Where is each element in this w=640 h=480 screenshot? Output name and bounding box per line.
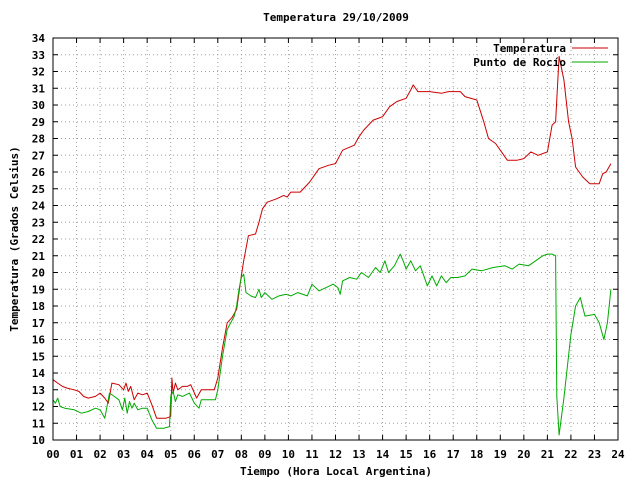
y-tick-label: 17 bbox=[32, 317, 45, 330]
x-tick-label: 17 bbox=[447, 448, 460, 461]
x-tick-label: 00 bbox=[46, 448, 59, 461]
x-tick-label: 11 bbox=[305, 448, 319, 461]
x-tick-label: 05 bbox=[164, 448, 177, 461]
x-tick-label: 06 bbox=[188, 448, 202, 461]
x-tick-label: 20 bbox=[517, 448, 530, 461]
y-tick-label: 19 bbox=[32, 283, 45, 296]
y-tick-label: 26 bbox=[32, 166, 46, 179]
x-tick-label: 02 bbox=[93, 448, 106, 461]
y-tick-label: 16 bbox=[32, 334, 46, 347]
x-axis-label: Tiempo (Hora Local Argentina) bbox=[240, 465, 432, 478]
y-tick-label: 33 bbox=[32, 49, 45, 62]
legend-label-punto-de-rocio: Punto de Rocío bbox=[473, 56, 566, 69]
y-tick-label: 34 bbox=[32, 32, 46, 45]
x-tick-label: 23 bbox=[588, 448, 601, 461]
legend-label-temperatura: Temperatura bbox=[493, 42, 566, 55]
x-tick-label: 13 bbox=[352, 448, 365, 461]
x-tick-label: 01 bbox=[70, 448, 84, 461]
x-tick-label: 19 bbox=[494, 448, 507, 461]
y-axis-label: Temperatura (Grados Celsius) bbox=[8, 146, 21, 331]
x-tick-label: 15 bbox=[400, 448, 413, 461]
y-tick-label: 15 bbox=[32, 350, 45, 363]
axis-ticks: 00 01 02 03 04 05 06 07 08 09 10 11 12 13 14 15 16 17 18 19… bbox=[32, 32, 625, 461]
y-tick-label: 10 bbox=[32, 434, 45, 447]
x-tick-label: 07 bbox=[211, 448, 224, 461]
y-tick-label: 23 bbox=[32, 216, 45, 229]
chart-title: Temperatura 29/10/2009 bbox=[263, 11, 409, 24]
y-tick-label: 31 bbox=[32, 82, 46, 95]
x-tick-label: 10 bbox=[282, 448, 295, 461]
y-tick-label: 14 bbox=[32, 367, 46, 380]
y-tick-label: 22 bbox=[32, 233, 45, 246]
x-tick-label: 09 bbox=[258, 448, 271, 461]
y-tick-label: 18 bbox=[32, 300, 45, 313]
x-tick-label: 16 bbox=[423, 448, 437, 461]
y-tick-label: 27 bbox=[32, 149, 45, 162]
y-tick-label: 30 bbox=[32, 99, 45, 112]
series-layer bbox=[52, 55, 612, 436]
x-tick-label: 14 bbox=[376, 448, 390, 461]
x-tick-label: 22 bbox=[564, 448, 577, 461]
x-tick-label: 24 bbox=[611, 448, 625, 461]
y-tick-label: 29 bbox=[32, 116, 45, 129]
series-line-temperatura bbox=[52, 55, 612, 419]
y-tick-label: 25 bbox=[32, 183, 45, 196]
x-tick-label: 04 bbox=[141, 448, 155, 461]
chart-legend: Temperatura Punto de Rocío bbox=[473, 42, 608, 69]
y-tick-label: 32 bbox=[32, 66, 45, 79]
x-tick-label: 21 bbox=[541, 448, 555, 461]
y-tick-label: 11 bbox=[32, 417, 46, 430]
x-tick-label: 18 bbox=[470, 448, 483, 461]
chart-grid bbox=[53, 38, 618, 440]
y-tick-label: 20 bbox=[32, 267, 45, 280]
x-tick-label: 03 bbox=[117, 448, 130, 461]
series-line-punto-de-rocio bbox=[52, 253, 612, 436]
x-tick-label: 08 bbox=[235, 448, 248, 461]
y-tick-label: 21 bbox=[32, 250, 46, 263]
y-tick-label: 28 bbox=[32, 133, 45, 146]
x-tick-label: 12 bbox=[329, 448, 342, 461]
y-tick-label: 12 bbox=[32, 401, 45, 414]
y-tick-label: 13 bbox=[32, 384, 45, 397]
y-tick-label: 24 bbox=[32, 200, 46, 213]
